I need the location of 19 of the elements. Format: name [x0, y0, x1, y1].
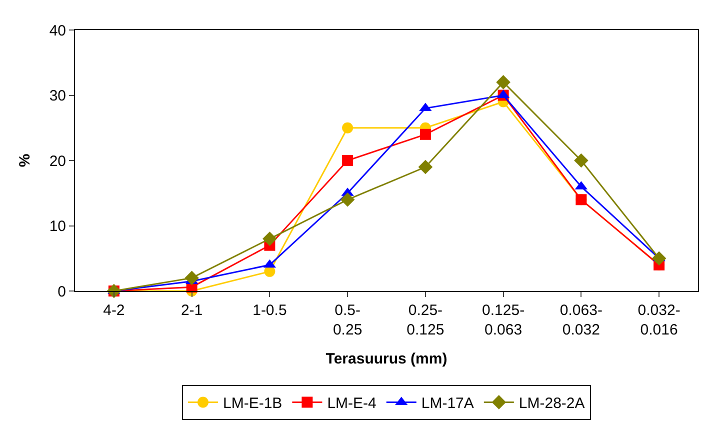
x-tick-label: 0.5-0.25	[332, 302, 362, 338]
x-axis-title: Terasuurus (mm)	[326, 350, 448, 368]
x-tick-label: 1-0.5	[252, 302, 287, 319]
y-tick-label: 20	[49, 152, 66, 170]
x-tick-label: 0.063-0.032	[560, 302, 602, 338]
x-tick-label: 4-2	[103, 302, 125, 319]
legend-label: LM-28-2A	[518, 395, 585, 412]
y-tick-label: 30	[49, 88, 66, 104]
y-axis-title: %	[16, 154, 34, 168]
x-tick-label: 0.032-0.016	[638, 302, 680, 338]
x-tick-label: 0.25-0.125	[406, 302, 444, 338]
y-tick-label: 40	[49, 22, 66, 40]
legend-label: LM-17A	[421, 395, 474, 412]
legend-label: LM-E-1B	[223, 395, 282, 412]
y-tick-label: 10	[49, 218, 66, 235]
x-tick-label: 2-1	[180, 302, 203, 319]
y-tick-label: 0	[58, 283, 66, 300]
x-tick-label: 0.125-0.063	[482, 302, 525, 338]
legend-label: LM-E-4	[327, 395, 376, 412]
